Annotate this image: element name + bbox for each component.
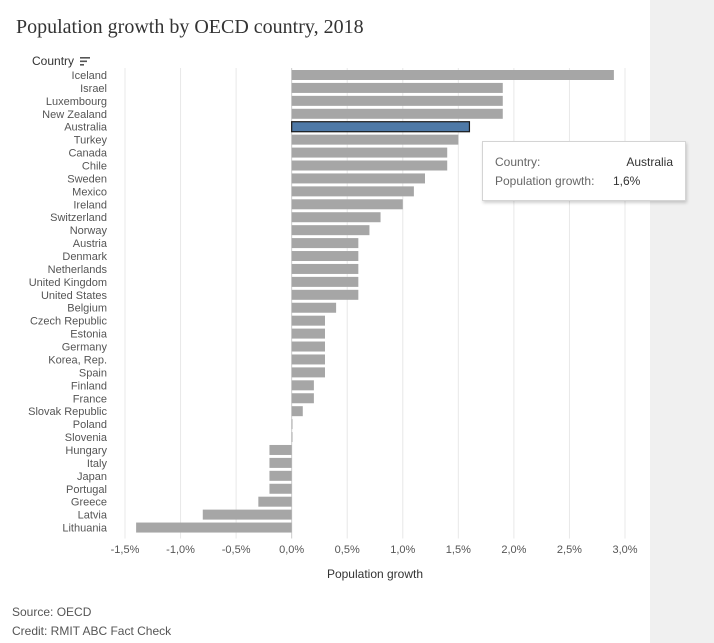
x-tick-label: 0,0%: [279, 544, 304, 556]
bar-latvia[interactable]: [202, 509, 292, 520]
bar-belgium[interactable]: [291, 302, 337, 313]
bar-united-states[interactable]: [291, 289, 359, 300]
category-label-portugal: Portugal: [66, 484, 107, 496]
bar-slovak-republic[interactable]: [291, 406, 303, 417]
bar-finland[interactable]: [291, 380, 314, 391]
category-label-netherlands: Netherlands: [48, 264, 108, 276]
tooltip-country-value: Australia: [626, 155, 673, 169]
tooltip-growth-key: Population growth:: [495, 174, 595, 188]
country-header-label[interactable]: Country: [32, 54, 74, 68]
bar-germany[interactable]: [291, 341, 325, 352]
category-label-ireland: Ireland: [73, 199, 107, 211]
x-tick-label: 2,0%: [501, 544, 526, 556]
country-header[interactable]: Country: [32, 54, 90, 68]
category-label-france: France: [73, 393, 107, 405]
x-tick-label: -0,5%: [222, 544, 251, 556]
x-axis-ticks: -1,5% -1,0% -0,5% 0,0% 0,5% 1,0% 1,5% 2,0% 2,5% 3…: [111, 544, 638, 556]
bar-ireland[interactable]: [291, 199, 403, 210]
category-label-norway: Norway: [70, 225, 108, 237]
category-label-sweden: Sweden: [67, 173, 107, 185]
bar-czech-republic[interactable]: [291, 315, 325, 326]
category-label-mexico: Mexico: [72, 186, 107, 198]
sort-icon[interactable]: [80, 57, 90, 66]
bar-portugal[interactable]: [269, 483, 292, 494]
category-label-latvia: Latvia: [78, 510, 108, 522]
category-label-new-zealand: New Zealand: [42, 109, 107, 121]
category-label-belgium: Belgium: [67, 303, 107, 315]
category-label-finland: Finland: [71, 380, 107, 392]
bar-slovenia[interactable]: [291, 432, 293, 443]
bar-japan[interactable]: [269, 470, 292, 481]
category-label-chile: Chile: [82, 161, 107, 173]
bar-spain[interactable]: [291, 367, 325, 378]
bar-israel[interactable]: [291, 82, 503, 93]
source-note: Source: OECD: [12, 605, 92, 619]
bar-turkey[interactable]: [291, 134, 459, 145]
category-label-spain: Spain: [79, 367, 107, 379]
category-label-austria: Austria: [73, 238, 108, 250]
tooltip-country-key: Country:: [495, 155, 541, 169]
category-label-turkey: Turkey: [74, 135, 108, 147]
x-tick-label: 3,0%: [612, 544, 637, 556]
bar-lithuania[interactable]: [136, 522, 292, 533]
bar-luxembourg[interactable]: [291, 95, 503, 106]
bar-greece[interactable]: [258, 496, 292, 507]
x-tick-label: 2,5%: [557, 544, 582, 556]
bar-united-kingdom[interactable]: [291, 276, 359, 287]
bar-korea-rep[interactable]: [291, 354, 325, 365]
bar-hungary[interactable]: [269, 444, 292, 455]
tooltip: Country: Australia Population growth: 1,…: [482, 141, 686, 201]
bar-denmark[interactable]: [291, 251, 359, 262]
category-label-hungary: Hungary: [65, 445, 107, 457]
category-label-luxembourg: Luxembourg: [46, 96, 107, 108]
category-label-japan: Japan: [77, 471, 107, 483]
bar-australia[interactable]: [291, 121, 471, 133]
category-label-poland: Poland: [73, 419, 107, 431]
category-label-united-kingdom: United Kingdom: [29, 277, 107, 289]
category-label-canada: Canada: [68, 148, 107, 160]
category-label-lithuania: Lithuania: [62, 523, 108, 535]
category-label-slovak-republic: Slovak Republic: [28, 406, 107, 418]
category-label-korea-rep: Korea, Rep.: [48, 354, 107, 366]
x-tick-label: -1,5%: [111, 544, 140, 556]
bar-canada[interactable]: [291, 147, 448, 158]
bar-new-zealand[interactable]: [291, 108, 503, 119]
category-label-italy: Italy: [87, 458, 108, 470]
x-tick-label: 1,5%: [446, 544, 471, 556]
category-label-slovenia: Slovenia: [65, 432, 108, 444]
bar-iceland[interactable]: [291, 70, 614, 80]
bar-france[interactable]: [291, 393, 314, 404]
chart-title: Population growth by OECD country, 2018: [16, 16, 364, 38]
category-label-denmark: Denmark: [62, 251, 107, 263]
category-label-germany: Germany: [62, 342, 108, 354]
side-panel-strip: [650, 0, 714, 643]
x-axis-title: Population growth: [327, 567, 423, 581]
bar-switzerland[interactable]: [291, 212, 381, 223]
bar-sweden[interactable]: [291, 173, 425, 184]
bar-austria[interactable]: [291, 238, 359, 249]
category-label-czech-republic: Czech Republic: [30, 316, 108, 328]
bar-italy[interactable]: [269, 457, 292, 468]
category-label-switzerland: Switzerland: [50, 212, 107, 224]
category-label-israel: Israel: [80, 83, 107, 95]
x-tick-label: 1,0%: [390, 544, 415, 556]
bar-estonia[interactable]: [291, 328, 325, 339]
bar-poland[interactable]: [291, 419, 293, 430]
bars: [136, 70, 614, 533]
category-label-united-states: United States: [41, 290, 108, 302]
bar-mexico[interactable]: [291, 186, 414, 197]
category-label-estonia: Estonia: [70, 329, 108, 341]
category-label-greece: Greece: [71, 497, 107, 509]
bar-norway[interactable]: [291, 225, 370, 236]
category-label-iceland: Iceland: [72, 70, 107, 82]
x-tick-label: -1,0%: [166, 544, 195, 556]
bar-chile[interactable]: [291, 160, 448, 171]
credit-note: Credit: RMIT ABC Fact Check: [12, 624, 172, 638]
tooltip-growth-value: 1,6%: [613, 174, 641, 188]
x-tick-label: 0,5%: [335, 544, 360, 556]
category-label-australia: Australia: [64, 122, 108, 134]
bar-netherlands[interactable]: [291, 263, 359, 274]
